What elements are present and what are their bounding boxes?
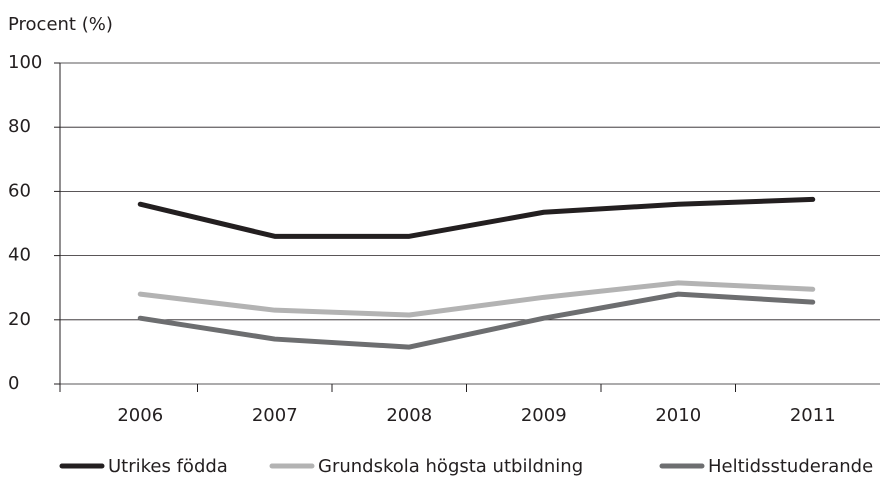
y-tick-label: 80 — [8, 116, 31, 137]
x-tick-label: 2009 — [521, 405, 567, 426]
legend-label: Heltidsstuderande — [708, 456, 873, 477]
y-tick-label: 100 — [8, 52, 42, 73]
line-series — [137, 196, 816, 239]
line-series — [137, 291, 816, 350]
x-tick-label: 2006 — [117, 405, 163, 426]
x-tick-label: 2007 — [252, 405, 298, 426]
x-tick-label: 2008 — [386, 405, 432, 426]
legend-label: Grundskola högsta utbildning — [318, 456, 583, 477]
x-tick-label: 2011 — [790, 405, 836, 426]
y-tick-label: 40 — [8, 245, 31, 266]
legend-label: Utrikes födda — [108, 456, 228, 477]
y-tick-label: 20 — [8, 309, 31, 330]
y-tick-label: 60 — [8, 180, 31, 201]
y-axis-label: Procent (%) — [8, 14, 113, 35]
y-tick-label: 0 — [8, 373, 19, 394]
line-series — [137, 280, 816, 318]
x-tick-label: 2010 — [655, 405, 701, 426]
